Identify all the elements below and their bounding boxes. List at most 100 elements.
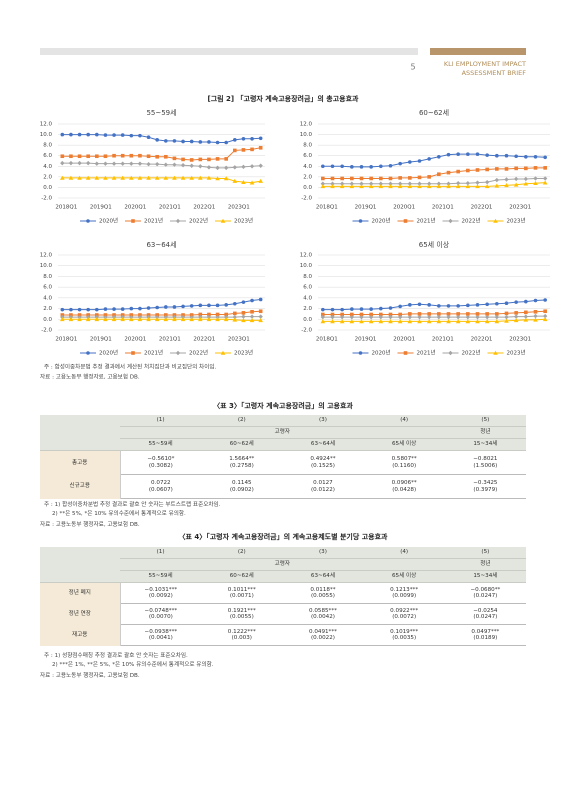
coef-row: 정년 폐지 −0.1031*** 0.1011*** 0.0118** 0.1213**… (40, 582, 526, 604)
marker (494, 314, 500, 320)
row-label: 재고용 (40, 624, 121, 646)
x-tick-label: 2019Q1 (355, 205, 377, 211)
marker (456, 152, 460, 156)
standard-error: (0.2758) (201, 462, 283, 475)
coefficient: 0.4924** (310, 456, 336, 462)
x-tick-label: 2019Q1 (355, 337, 377, 343)
se-row: (0.0092) (0.0071) (0.0055) (0.0099) (0.0247) (40, 593, 526, 604)
marker (172, 156, 177, 161)
coefficient: −0.1031*** (144, 586, 178, 593)
marker (368, 184, 374, 189)
legend-label: 2021년 (417, 217, 436, 225)
standard-error: (0.0041) (120, 635, 202, 646)
marker (320, 319, 326, 324)
marker (455, 181, 461, 186)
legend-marker (131, 351, 135, 355)
coefficient: 0.1011*** (227, 586, 256, 593)
marker (417, 312, 422, 316)
marker (523, 317, 529, 322)
table-note: 주 : 1) 합성이중차분법 추정 결과로 괄호 안 숫자는 부트스트랩 표준오… (44, 502, 221, 508)
x-tick-label: 2023Q1 (509, 205, 531, 211)
marker (446, 312, 451, 316)
y-tick-label: 10.0 (300, 132, 313, 138)
marker (120, 175, 125, 180)
marker (68, 316, 74, 322)
marker (163, 175, 169, 180)
marker (368, 319, 374, 324)
marker (258, 136, 263, 141)
figure-note: 주 : 합성이중차분법 추정 결과에서 계산된 처치집단과 비교집단의 차이임. (44, 363, 216, 371)
legend-marker (403, 219, 408, 223)
marker (321, 312, 325, 317)
table: (1) (2) (3) (4) (5) 고령자 청년 55~59세 60~62세 63~64세 65… (40, 415, 526, 499)
marker (232, 314, 238, 320)
standard-error: (0.0607) (120, 486, 202, 499)
y-tick-label: 6.0 (303, 285, 312, 291)
marker (437, 154, 441, 159)
marker (495, 312, 499, 316)
marker (146, 175, 151, 180)
marker (232, 178, 238, 183)
y-tick-label: 4.0 (43, 164, 52, 170)
marker (524, 299, 528, 304)
marker (129, 316, 134, 322)
marker (495, 153, 499, 158)
x-tick-label: 2022Q1 (193, 337, 215, 343)
marker (112, 153, 116, 158)
marker (189, 175, 194, 180)
y-tick-label: 2.0 (43, 306, 52, 312)
marker (417, 184, 422, 189)
marker (466, 312, 470, 316)
marker (339, 319, 345, 324)
marker (504, 183, 509, 188)
marker (155, 305, 159, 310)
marker (379, 164, 383, 169)
column-number: (5) (444, 547, 526, 559)
marker (494, 177, 500, 183)
marker (146, 306, 151, 310)
coefficient: 0.1213*** (390, 586, 419, 593)
marker (198, 164, 203, 169)
y-tick-label: 2.0 (43, 174, 52, 180)
marker (359, 319, 364, 324)
marker (94, 316, 100, 322)
y-tick-label: 10.0 (40, 132, 53, 138)
marker (349, 184, 355, 189)
coefficient: 0.0585*** (308, 607, 337, 614)
marker (446, 181, 451, 186)
marker (417, 314, 422, 320)
marker (68, 160, 74, 166)
coefficient: 0.1222*** (227, 628, 256, 635)
legend-marker (220, 350, 226, 355)
y-tick-label: -2.0 (301, 328, 312, 334)
x-tick-label: 2019Q1 (90, 205, 112, 211)
marker (85, 160, 91, 166)
marker (189, 158, 194, 162)
chart-title: 60~62세 (419, 108, 449, 117)
marker (379, 306, 383, 311)
marker (466, 152, 470, 156)
marker (437, 172, 441, 177)
standard-error: (0.003) (201, 635, 283, 646)
marker (146, 161, 151, 167)
group-header: 고령자 (120, 558, 445, 571)
marker (69, 307, 73, 312)
marker (513, 182, 519, 187)
marker (466, 303, 470, 308)
legend-label: 2022년 (462, 217, 481, 225)
y-tick-label: 8.0 (43, 143, 52, 149)
standard-error: (0.0042) (282, 614, 364, 625)
table-source: 자료 : 고용노동부 행정자료, 고용보험 DB. (40, 673, 140, 679)
coef-row: 총고용 −0.5610* 1.5664** 0.4924** 0.5807** −0.80… (40, 450, 526, 475)
standard-error: (0.0022) (282, 635, 364, 646)
chart-title: 65세 이상 (419, 240, 450, 249)
x-tick-label: 2023Q1 (509, 337, 531, 343)
marker (446, 319, 451, 324)
marker (455, 184, 461, 189)
column-number: (4) (363, 415, 445, 427)
standard-error: (0.0189) (444, 635, 526, 646)
series-line (62, 318, 261, 321)
marker (129, 175, 134, 180)
legend-marker (358, 219, 363, 223)
marker (111, 175, 117, 180)
